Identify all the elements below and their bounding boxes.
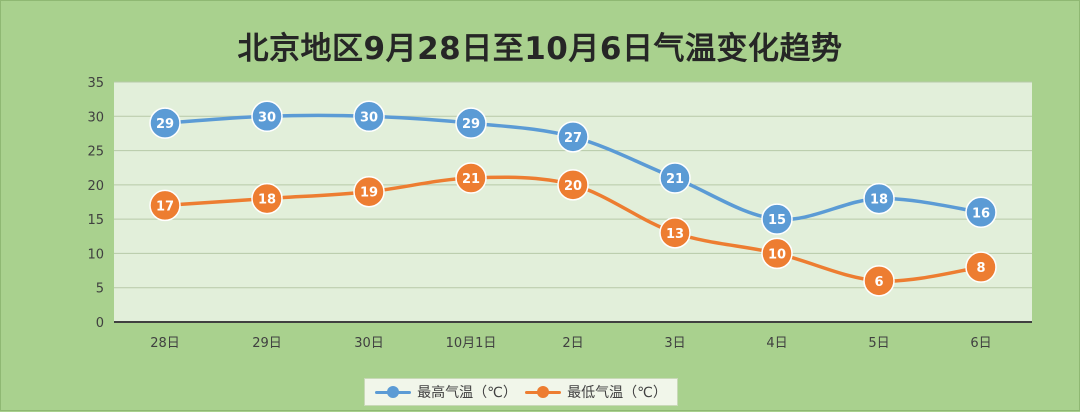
y-tick-label: 25 [87, 145, 104, 160]
data-label-high: 29 [156, 117, 174, 132]
data-point-high [863, 182, 895, 215]
data-point-low [863, 265, 895, 297]
y-tick-label: 30 [87, 110, 104, 125]
data-label-high: 27 [564, 131, 582, 146]
data-label-high: 18 [870, 193, 888, 208]
data-point-high [251, 100, 283, 133]
y-tick-label: 10 [87, 247, 104, 262]
data-point-low [557, 169, 589, 201]
x-tick-label: 28日 [150, 336, 180, 351]
data-label-low: 6 [874, 275, 883, 290]
x-tick-label: 3日 [664, 336, 685, 351]
data-point-high [557, 121, 589, 153]
data-point-low [761, 237, 793, 270]
x-tick-label: 2日 [562, 336, 583, 351]
y-tick-label: 15 [87, 213, 104, 228]
legend-label-high: 最高气温（℃） [417, 385, 517, 401]
data-point-low [455, 162, 487, 194]
y-tick-label: 5 [96, 282, 104, 297]
y-tick-label: 35 [87, 76, 104, 91]
data-point-high [455, 107, 487, 139]
data-label-high: 29 [462, 117, 480, 132]
data-series: 29 30 30 29 27 21 15 18 16 17 18 19 21 20 13 10 6 8 [149, 100, 997, 297]
data-point-high [659, 162, 691, 194]
data-point-high [353, 100, 385, 133]
chart-title: 北京地区9月28日至10月6日气温变化趋势 [237, 31, 843, 67]
data-point-low [149, 189, 181, 222]
data-point-low [353, 175, 385, 208]
x-tick-label: 10月1日 [446, 336, 497, 351]
legend-item-high: 最高气温（℃） [375, 382, 517, 402]
legend-marker-high [375, 385, 412, 399]
data-label-low: 21 [462, 172, 480, 187]
data-label-high: 15 [768, 213, 786, 228]
y-axis-tick-labels: 0 5 10 15 20 25 30 35 [87, 76, 104, 331]
data-point-high [965, 196, 997, 229]
y-tick-label: 0 [96, 316, 104, 331]
legend: 最高气温（℃） 最低气温（℃） [364, 378, 678, 406]
data-label-high: 21 [666, 172, 684, 187]
data-label-low: 19 [360, 186, 378, 201]
data-label-high: 16 [972, 206, 990, 221]
data-label-low: 13 [666, 227, 684, 242]
legend-marker-low [525, 385, 562, 399]
data-label-low: 10 [768, 247, 786, 262]
data-point-low [965, 251, 997, 283]
x-tick-label: 6日 [970, 336, 991, 351]
x-axis-tick-labels: 28日 29日 30日 10月1日 2日 3日 4日 5日 6日 [150, 336, 991, 351]
data-label-low: 17 [156, 199, 174, 214]
x-tick-label: 4日 [766, 336, 787, 351]
data-point-high [761, 203, 793, 235]
x-tick-label: 29日 [252, 336, 282, 351]
x-tick-label: 5日 [868, 336, 889, 351]
data-point-low [659, 217, 691, 249]
y-tick-label: 20 [87, 179, 104, 194]
data-label-high: 30 [360, 110, 378, 125]
data-label-low: 20 [564, 179, 582, 194]
legend-item-low: 最低气温（℃） [525, 382, 667, 402]
data-point-low [251, 182, 283, 215]
data-label-high: 30 [258, 110, 276, 125]
data-label-low: 18 [258, 193, 276, 208]
x-tick-label: 30日 [354, 336, 384, 351]
data-label-low: 8 [976, 261, 985, 276]
data-point-high [149, 107, 181, 139]
legend-label-low: 最低气温（℃） [567, 385, 667, 401]
